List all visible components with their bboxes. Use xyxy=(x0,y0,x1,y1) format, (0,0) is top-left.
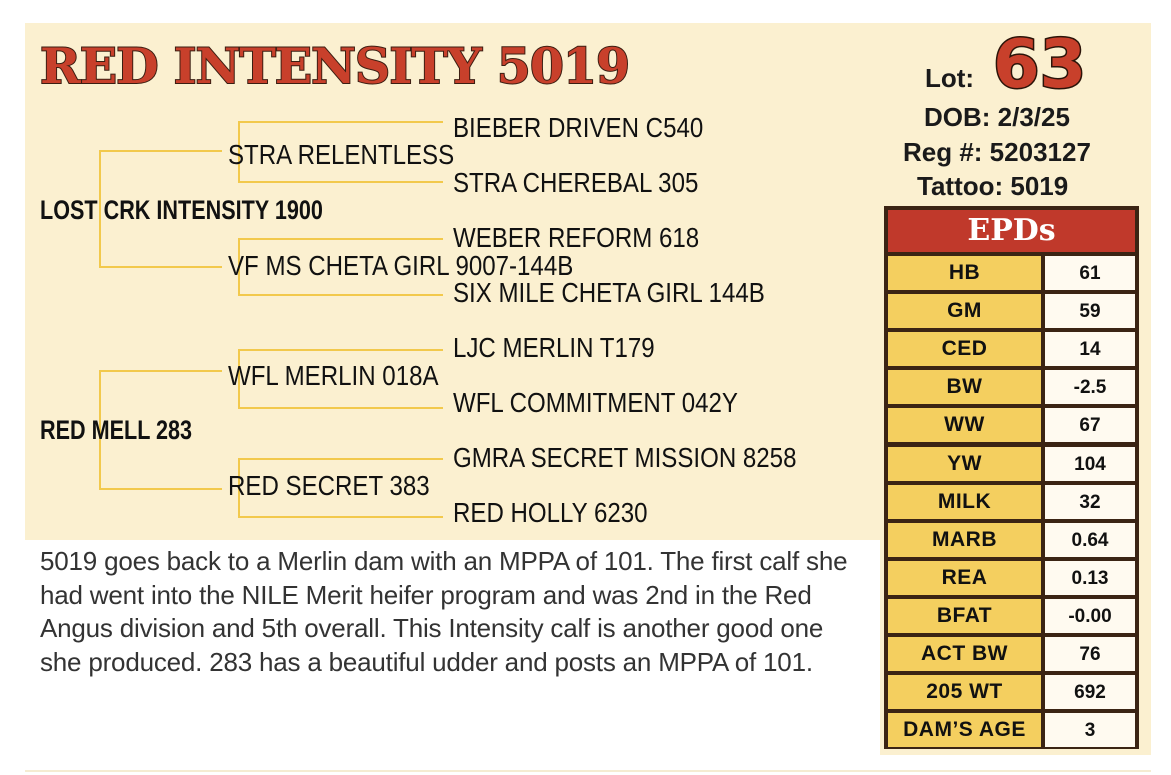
animal-name-title: RED INTENSITY 5019 xyxy=(40,38,629,94)
epd-value: 67 xyxy=(1045,408,1135,442)
epd-value: 104 xyxy=(1045,447,1135,481)
epd-value: 3 xyxy=(1045,713,1135,747)
lot-number: 63 xyxy=(993,24,1086,104)
epd-header: EPDs xyxy=(888,210,1135,252)
epd-name: 205 WT xyxy=(888,675,1041,709)
epd-value: 76 xyxy=(1045,637,1135,671)
pedigree-sire-sire-sire: BIEBER DRIVEN C540 xyxy=(453,112,703,144)
epd-row: BFAT -0.00 xyxy=(888,599,1135,633)
epd-row: REA 0.13 xyxy=(888,561,1135,595)
epd-name: BW xyxy=(888,370,1041,404)
bottom-divider xyxy=(25,770,1151,772)
pedigree-dam-dam-sire: GMRA SECRET MISSION 8258 xyxy=(453,442,796,474)
epd-value: 14 xyxy=(1045,332,1135,366)
epd-name: BFAT xyxy=(888,599,1041,633)
epd-row: BW -2.5 xyxy=(888,370,1135,404)
epd-row: MARB 0.64 xyxy=(888,523,1135,557)
pedigree-sire-sire-dam: STRA CHEREBAL 305 xyxy=(453,167,698,199)
epd-row: ACT BW 76 xyxy=(888,637,1135,671)
dob: DOB: 2/3/25 xyxy=(924,102,1070,132)
epd-row: CED 14 xyxy=(888,332,1135,366)
epd-row: DAM’S AGE 3 xyxy=(888,713,1135,747)
pedigree-dam-sire-dam: WFL COMMITMENT 042Y xyxy=(453,387,738,419)
epd-value: 59 xyxy=(1045,294,1135,328)
epd-name: HB xyxy=(888,256,1041,290)
epd-value: -0.00 xyxy=(1045,599,1135,633)
pedigree-sire-sire: STRA RELENTLESS xyxy=(228,139,454,171)
pedigree-dam-dam: RED SECRET 383 xyxy=(228,470,430,502)
pedigree-sire: LOST CRK INTENSITY 1900 xyxy=(40,195,323,226)
epd-row: 205 WT 692 xyxy=(888,675,1135,709)
epd-value: 0.13 xyxy=(1045,561,1135,595)
lot-label: Lot: xyxy=(925,63,974,93)
epd-row: MILK 32 xyxy=(888,485,1135,519)
epd-row: HB 61 xyxy=(888,256,1135,290)
pedigree-dam-sire: WFL MERLIN 018A xyxy=(228,360,439,392)
registration-number: Reg #: 5203127 xyxy=(903,137,1091,167)
epd-name: WW xyxy=(888,408,1041,442)
epd-name: DAM’S AGE xyxy=(888,713,1041,747)
epd-name: CED xyxy=(888,332,1041,366)
epd-row: WW 67 xyxy=(888,408,1135,442)
epd-name: GM xyxy=(888,294,1041,328)
epd-name: YW xyxy=(888,447,1041,481)
epd-value: 32 xyxy=(1045,485,1135,519)
epd-value: 0.64 xyxy=(1045,523,1135,557)
pedigree-dam-dam-dam: RED HOLLY 6230 xyxy=(453,497,648,529)
pedigree-dam: RED MELL 283 xyxy=(40,415,192,446)
epd-name: REA xyxy=(888,561,1041,595)
epd-row: YW 104 xyxy=(888,447,1135,481)
pedigree-dam-sire-sire: LJC MERLIN T179 xyxy=(453,332,655,364)
pedigree-sire-dam-dam: SIX MILE CHETA GIRL 144B xyxy=(453,277,765,309)
epd-name: MILK xyxy=(888,485,1041,519)
epd-value: 692 xyxy=(1045,675,1135,709)
epd-name: MARB xyxy=(888,523,1041,557)
epd-row: GM 59 xyxy=(888,294,1135,328)
epd-value: 61 xyxy=(1045,256,1135,290)
tattoo: Tattoo: 5019 xyxy=(917,171,1068,201)
epd-name: ACT BW xyxy=(888,637,1041,671)
epd-value: -2.5 xyxy=(1045,370,1135,404)
lot-description: 5019 goes back to a Merlin dam with an M… xyxy=(40,545,860,679)
